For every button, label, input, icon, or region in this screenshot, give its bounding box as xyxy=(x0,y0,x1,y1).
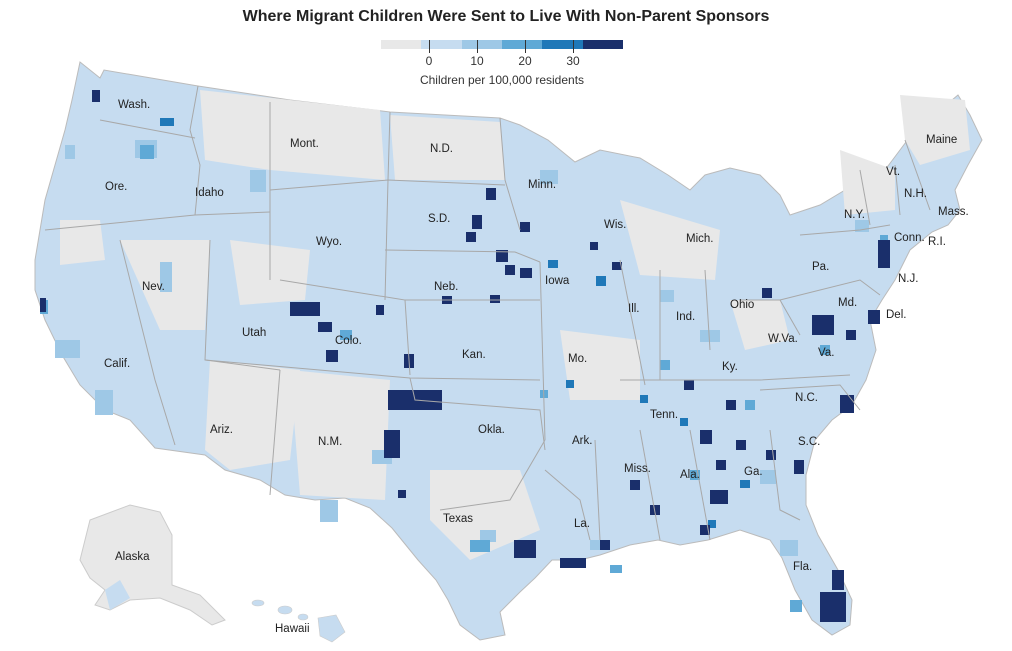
state-label-nj: N.J. xyxy=(898,273,918,285)
state-label-md: Md. xyxy=(838,297,857,309)
state-label-del: Del. xyxy=(886,309,906,321)
legend-swatch-0 xyxy=(381,40,422,49)
state-label-nh: N.H. xyxy=(904,188,927,200)
state-label-fla: Fla. xyxy=(793,561,812,573)
legend-tick-label-30: 30 xyxy=(566,54,580,68)
state-label-calif: Calif. xyxy=(104,358,130,370)
state-label-maine: Maine xyxy=(926,134,957,146)
very-high-counties xyxy=(40,90,890,622)
state-label-hawaii: Hawaii xyxy=(275,623,310,635)
state-label-sc: S.C. xyxy=(798,436,820,448)
legend-tick-label-0: 0 xyxy=(425,54,433,68)
state-label-ohio: Ohio xyxy=(730,299,754,311)
state-label-ky: Ky. xyxy=(722,361,738,373)
map-title: Where Migrant Children Were Sent to Live… xyxy=(242,8,770,25)
state-label-pa: Pa. xyxy=(812,261,829,273)
hawaii-shapes xyxy=(251,599,346,643)
state-label-idaho: Idaho xyxy=(195,187,224,199)
state-label-conn: Conn. xyxy=(894,232,925,244)
state-label-mass: Mass. xyxy=(938,206,969,218)
state-label-sd: S.D. xyxy=(428,213,450,225)
state-label-kan: Kan. xyxy=(462,349,486,361)
state-label-nc: N.C. xyxy=(795,392,818,404)
state-label-ind: Ind. xyxy=(676,311,695,323)
state-label-wva: W.Va. xyxy=(768,333,798,345)
state-label-tenn: Tenn. xyxy=(650,409,678,421)
legend-tick-0 xyxy=(429,40,430,53)
state-label-va: Va. xyxy=(818,347,834,359)
state-label-mich: Mich. xyxy=(686,233,713,245)
state-label-ga: Ga. xyxy=(744,466,763,478)
legend-tick-label-20: 20 xyxy=(518,54,532,68)
legend-color-bar xyxy=(381,40,623,49)
state-label-miss: Miss. xyxy=(624,463,651,475)
legend-tick-20 xyxy=(525,40,526,53)
state-label-nev: Nev. xyxy=(142,281,165,293)
state-label-nm: N.M. xyxy=(318,436,342,448)
state-label-neb: Neb. xyxy=(434,281,458,293)
state-label-vt: Vt. xyxy=(886,166,900,178)
state-label-mo: Mo. xyxy=(568,353,587,365)
state-label-wash: Wash. xyxy=(118,99,150,111)
state-label-wyo: Wyo. xyxy=(316,236,342,248)
state-label-minn: Minn. xyxy=(528,179,556,191)
state-label-ill: Ill. xyxy=(628,303,640,315)
legend-swatch-5 xyxy=(582,40,623,49)
no-data-regions xyxy=(60,90,970,560)
legend-swatch-2 xyxy=(461,40,502,49)
state-label-wis: Wis. xyxy=(604,219,626,231)
state-label-ala: Ala. xyxy=(680,469,700,481)
state-label-alaska: Alaska xyxy=(115,551,150,563)
state-label-utah: Utah xyxy=(242,327,266,339)
state-label-texas: Texas xyxy=(443,513,473,525)
state-label-okla: Okla. xyxy=(478,424,505,436)
state-label-la: La. xyxy=(574,518,590,530)
continental-us-shape xyxy=(34,61,983,641)
legend-caption: Children per 100,000 residents xyxy=(419,73,585,87)
state-label-iowa: Iowa xyxy=(545,275,570,287)
legend-tick-label-10: 10 xyxy=(470,54,484,68)
state-label-mont: Mont. xyxy=(290,138,319,150)
state-label-ore: Ore. xyxy=(105,181,127,193)
legend-swatch-1 xyxy=(421,40,462,49)
state-label-ri: R.I. xyxy=(928,236,946,248)
color-legend: 0 10 20 30 Children per 100,000 resident… xyxy=(381,40,623,88)
alaska-shape xyxy=(79,504,226,626)
legend-swatch-4 xyxy=(542,40,583,49)
state-label-ariz: Ariz. xyxy=(210,424,233,436)
state-borders xyxy=(44,85,931,541)
state-label-colo: Colo. xyxy=(335,335,362,347)
legend-swatch-3 xyxy=(501,40,543,49)
state-label-ny: N.Y. xyxy=(844,209,865,221)
state-labels: Wash. Mont. N.D. Minn. Maine Ore. Idaho … xyxy=(104,99,969,635)
state-label-nd: N.D. xyxy=(430,143,453,155)
legend-tick-10 xyxy=(477,40,478,53)
state-label-ark: Ark. xyxy=(572,435,592,447)
legend-tick-30 xyxy=(573,40,574,53)
alaska-county-fill xyxy=(105,580,130,610)
